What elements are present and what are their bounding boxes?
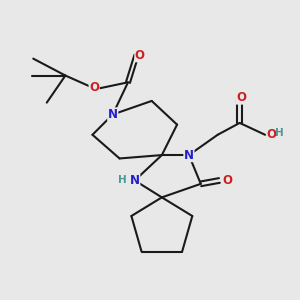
- Text: O: O: [223, 174, 233, 187]
- Text: N: N: [130, 174, 140, 187]
- Text: O: O: [267, 128, 277, 141]
- Text: N: N: [184, 148, 194, 162]
- Text: O: O: [236, 91, 246, 104]
- Text: O: O: [135, 49, 145, 62]
- Text: O: O: [89, 81, 99, 94]
- Text: N: N: [108, 108, 118, 121]
- Text: H: H: [118, 175, 126, 185]
- Text: H: H: [275, 128, 284, 138]
